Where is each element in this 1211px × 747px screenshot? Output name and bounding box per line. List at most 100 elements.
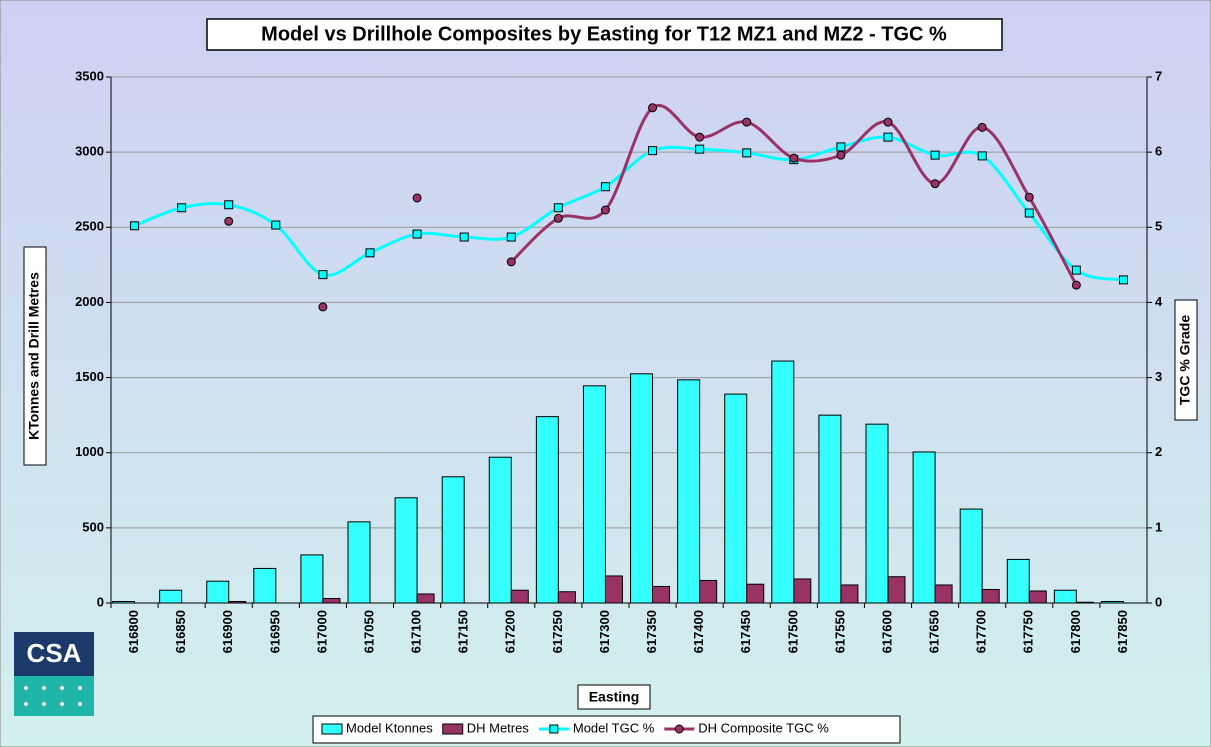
x-tick-label: 617550 (832, 610, 847, 653)
logo: CSA (14, 632, 94, 716)
y2-axis-label: TGC % Grade (1177, 315, 1193, 405)
y-tick-label: 1500 (75, 369, 104, 384)
y-tick-label: 2500 (75, 219, 104, 234)
y2-tick-label: 3 (1155, 369, 1162, 384)
line (133, 135, 1124, 282)
x-tick-label: 616850 (173, 610, 188, 653)
point-marker (600, 205, 610, 215)
bar (582, 385, 606, 604)
point-marker (742, 148, 752, 158)
point-marker (318, 302, 328, 312)
legend-marker (549, 724, 559, 734)
y-tick-label: 3000 (75, 144, 104, 159)
point-marker (883, 117, 893, 127)
point-marker (412, 229, 422, 239)
bar (981, 588, 1000, 604)
bar (228, 600, 247, 604)
x-tick-label: 617300 (597, 610, 612, 653)
bar (206, 580, 230, 604)
legend-marker (674, 724, 684, 734)
point-marker (130, 221, 140, 231)
point-marker (836, 142, 846, 152)
chart-title: Model vs Drillhole Composites by Easting… (261, 23, 947, 45)
x-tick-label: 617100 (409, 610, 424, 653)
x-tick-label: 617350 (644, 610, 659, 653)
legend-label: Model TGC % (573, 720, 655, 735)
point-marker (695, 132, 705, 142)
y2-tick-label: 5 (1155, 219, 1162, 234)
bar (1028, 590, 1047, 604)
bar (441, 476, 465, 604)
x-tick-label: 616900 (220, 610, 235, 653)
point-marker (412, 193, 422, 203)
point-marker (271, 220, 281, 230)
point-marker (224, 200, 234, 210)
point-marker (789, 153, 799, 163)
y2-tick-label: 6 (1155, 144, 1162, 159)
point-marker (930, 179, 940, 189)
point-marker (883, 132, 893, 142)
bar (677, 379, 701, 604)
bar (793, 578, 812, 604)
point-marker (506, 257, 516, 267)
point-marker (648, 103, 658, 113)
y-tick-label: 2000 (75, 294, 104, 309)
x-tick-label: 617750 (1021, 610, 1036, 653)
x-tick-label: 617250 (550, 610, 565, 653)
bar (557, 591, 576, 604)
bar (771, 360, 795, 604)
x-tick-label: 617050 (361, 610, 376, 653)
bar (112, 600, 136, 604)
point-marker (553, 203, 563, 213)
point-marker (836, 150, 846, 160)
point-marker (648, 146, 658, 156)
point-marker (553, 213, 563, 223)
logo-block (14, 632, 94, 676)
y2-label-box (1174, 299, 1198, 421)
point-marker (930, 150, 940, 160)
bar (630, 373, 654, 604)
point-marker (365, 248, 375, 258)
bar (253, 567, 277, 604)
point-marker (600, 182, 610, 192)
bar (510, 589, 529, 604)
x-tick-label: 616950 (267, 610, 282, 653)
legend-box (312, 715, 901, 744)
bar (887, 576, 906, 604)
bar (488, 456, 512, 604)
y-tick-label: 500 (82, 519, 104, 534)
y-tick-label: 0 (97, 594, 104, 609)
title-box (206, 18, 1003, 51)
x-axis-label: Easting (589, 689, 640, 705)
x-tick-label: 617200 (503, 610, 518, 653)
x-tick-label: 617600 (879, 610, 894, 653)
x-tick-label: 617150 (456, 610, 471, 653)
logo-dots (24, 686, 82, 706)
x-tick-label: 617500 (785, 610, 800, 653)
y2-tick-label: 0 (1155, 594, 1162, 609)
logo-text: CSA (27, 638, 82, 668)
x-tick-label: 617000 (314, 610, 329, 653)
bar (818, 414, 842, 604)
x-tick-label: 616800 (126, 610, 141, 653)
bar (1075, 601, 1094, 604)
legend-label: DH Metres (467, 720, 530, 735)
point-marker (177, 203, 187, 213)
bar (840, 584, 859, 604)
y-tick-label: 3500 (75, 68, 104, 83)
y-axis-label: KTonnes and Drill Metres (26, 272, 42, 440)
y2-tick-label: 1 (1155, 519, 1162, 534)
bar (535, 416, 559, 604)
x-label-box (577, 684, 651, 710)
x-tick-label: 617650 (927, 610, 942, 653)
bar (1053, 589, 1077, 604)
bar (652, 585, 671, 604)
x-tick-label: 617450 (738, 610, 753, 653)
bar (912, 451, 936, 604)
x-tick-label: 617700 (974, 610, 989, 653)
bar (159, 589, 183, 604)
bar (300, 554, 324, 604)
bar (394, 497, 418, 604)
